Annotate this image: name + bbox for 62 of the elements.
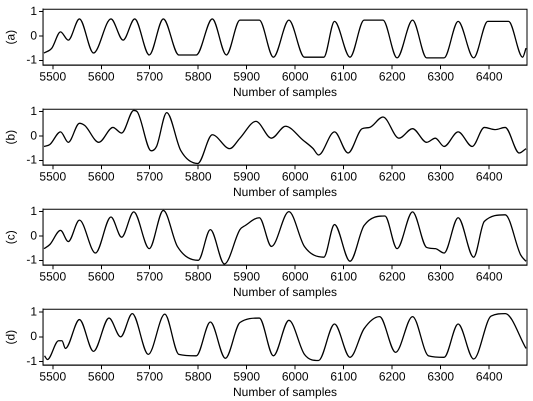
line-series	[43, 210, 527, 265]
x-tick-label: 5500	[39, 370, 66, 384]
y-axis-title: (d)	[4, 330, 18, 345]
x-tick-label: 6400	[476, 370, 503, 384]
x-axis-title: Number of samples	[233, 285, 338, 300]
x-tick-label: 6400	[476, 270, 503, 284]
x-tick-label: 6300	[427, 170, 454, 184]
y-tick-label: -1	[26, 252, 38, 267]
y-tick-label: -1	[26, 152, 38, 167]
x-tick-label: 6000	[282, 370, 309, 384]
x-tick-label: 5700	[136, 170, 164, 184]
x-tick-label: 6200	[378, 270, 406, 284]
x-tick-label: 6400	[476, 170, 503, 184]
x-tick-label: 6100	[330, 70, 358, 84]
x-tick-label: 5600	[88, 370, 115, 384]
x-tick-label: 6100	[330, 270, 358, 284]
x-tick-label: 5500	[39, 270, 66, 284]
x-tick-label: 6000	[282, 170, 309, 184]
x-tick-label: 5600	[88, 70, 115, 84]
x-tick-label: 5600	[88, 270, 115, 284]
x-tick-label: 6100	[330, 170, 358, 184]
x-tick-label: 5900	[233, 270, 260, 284]
y-tick-label: 0	[30, 329, 38, 344]
x-tick-label: 5600	[88, 170, 115, 184]
x-tick-label: 6200	[378, 170, 406, 184]
x-tick-label: 5900	[233, 370, 260, 384]
y-tick-label: 1	[30, 204, 38, 218]
x-tick-label: 5800	[184, 370, 212, 384]
x-tick-label: 6300	[427, 270, 454, 284]
x-tick-label: 5800	[184, 70, 212, 84]
x-tick-label: 6200	[378, 370, 406, 384]
x-tick-label: 6100	[330, 370, 358, 384]
line-series	[44, 312, 527, 362]
y-tick-label: 1	[30, 304, 38, 318]
x-tick-label: 5700	[136, 70, 164, 84]
x-tick-label: 6000	[282, 70, 309, 84]
x-tick-label: 5800	[184, 270, 212, 284]
x-tick-label: 5800	[184, 170, 212, 184]
x-axis-title: Number of samples	[233, 385, 338, 400]
x-tick-label: 6300	[427, 370, 454, 384]
y-tick-label: -1	[26, 354, 38, 368]
x-tick-label: 5500	[39, 170, 66, 184]
x-tick-label: 6200	[378, 70, 406, 84]
x-tick-label: 5500	[39, 70, 66, 84]
y-tick-label: 1	[30, 104, 38, 118]
y-tick-label: 0	[30, 28, 38, 42]
x-tick-label: 6000	[282, 270, 309, 284]
y-tick-label: 1	[30, 4, 38, 18]
x-tick-label: 5700	[136, 270, 164, 284]
x-tick-label: 5900	[233, 70, 260, 84]
y-tick-label: -1	[26, 52, 38, 67]
y-axis-title: (a)	[4, 30, 18, 45]
y-axis-title: (b)	[4, 130, 18, 145]
y-axis-title: (c)	[4, 230, 18, 244]
x-tick-label: 5900	[233, 170, 260, 184]
x-tick-label: 6400	[476, 70, 503, 84]
y-tick-label: 0	[30, 228, 38, 242]
x-axis-title: Number of samples	[233, 85, 338, 100]
x-tick-label: 6300	[427, 70, 454, 84]
x-axis-title: Number of samples	[233, 185, 338, 200]
y-tick-label: 0	[30, 128, 38, 142]
x-tick-label: 5700	[136, 370, 164, 384]
